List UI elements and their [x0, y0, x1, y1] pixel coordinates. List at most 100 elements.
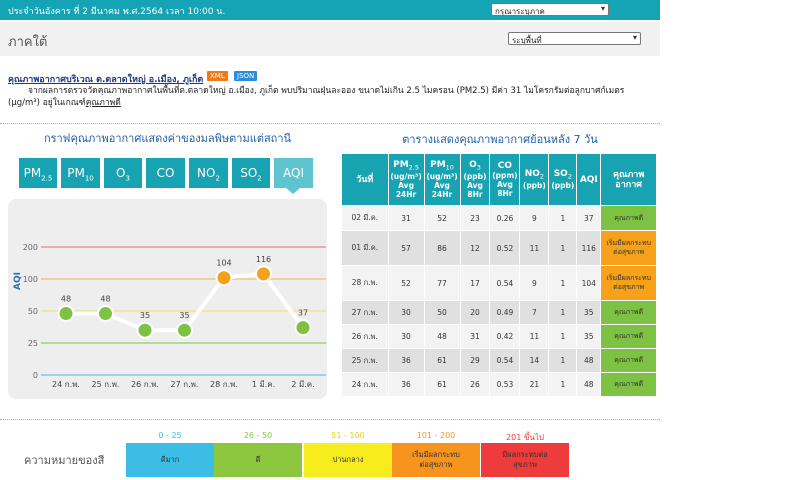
cell-pm25: 36: [387, 372, 425, 397]
cell-pm25: 31: [387, 205, 425, 231]
tab-subscript: 3: [125, 174, 130, 183]
cell-pm25: 52: [387, 265, 425, 301]
x-tick-label: 28 ก.พ.: [210, 380, 238, 389]
x-tick-label: 1 มี.ค.: [252, 380, 275, 389]
x-tick-label: 26 ก.พ.: [131, 380, 159, 389]
cell-date: 01 มี.ค.: [341, 230, 389, 266]
table-body: 02 มี.ค. 31 52 23 0.26 9 1 37 คุณภาพดี 01 มี.ค. 57…: [341, 205, 657, 397]
y-tick-label: 100: [23, 275, 38, 284]
data-label: 48: [61, 295, 71, 304]
legend-text: มีผลกระทบต่อสุขภาพ: [502, 450, 548, 469]
y-axis-label: AQI: [13, 272, 23, 290]
cell-quality: คุณภาพดี: [600, 324, 657, 349]
data-label: 37: [298, 309, 308, 318]
intro-paragraph: จากผลการตรวจวัดคุณภาพอากาศในพื้นที่ต.ตลา…: [8, 85, 648, 109]
chart-background: [8, 199, 327, 399]
cell-aqi: 116: [576, 230, 602, 266]
area-select[interactable]: ระบุพื้นที่ ▾: [508, 32, 641, 45]
data-point: [57, 305, 75, 323]
tab-label: CO: [156, 166, 175, 180]
xml-badge[interactable]: XML: [207, 71, 228, 81]
col-date: วันที่: [341, 153, 389, 206]
tab-subscript: 10: [84, 174, 94, 183]
cell-pm10: 50: [423, 300, 461, 325]
tab-label: PM: [23, 166, 42, 180]
tab-subscript: 2.5: [41, 174, 53, 183]
cell-pm10: 48: [423, 324, 461, 349]
tab-pm25[interactable]: PM2.5: [19, 158, 57, 188]
cell-pm10: 86: [423, 230, 461, 266]
cell-aqi: 48: [576, 348, 602, 373]
y-tick-label: 0: [33, 371, 38, 380]
cell-date: 02 มี.ค.: [341, 205, 389, 231]
col-quality: คุณภาพอากาศ: [600, 153, 657, 206]
legend-swatch: ดี: [214, 443, 302, 477]
cell-date: 25 ก.พ.: [341, 348, 389, 373]
cell-co: 0.53: [489, 372, 521, 397]
station-title-link[interactable]: คุณภาพอากาศบริเวณ ต.ตลาดใหญ่ อ.เมือง, ภู…: [8, 75, 204, 85]
y-tick-label: 200: [23, 243, 38, 252]
tab-pm10[interactable]: PM10: [61, 158, 100, 188]
data-point: [176, 321, 193, 339]
cell-quality: เริ่มมีผลกระทบต่อสุขภาพ: [600, 265, 657, 301]
tab-aqi[interactable]: AQI: [274, 158, 313, 188]
cell-co: 0.52: [489, 230, 521, 266]
area-select-value: ระบุพื้นที่: [512, 36, 542, 45]
legend-text: ปานกลาง: [332, 455, 364, 464]
tab-subscript: 2: [215, 174, 220, 183]
aqi-line-chart: 0 25 50 100 200 AQI 48 24 ก.พ. 48 25 ก.พ. 35 26 ก.พ…: [13, 243, 326, 389]
cell-no2: 9: [519, 265, 550, 301]
cell-no2: 11: [519, 230, 550, 266]
tab-no2[interactable]: NO2: [189, 158, 228, 188]
tab-label: SO: [240, 166, 258, 180]
cell-o3: 31: [459, 324, 491, 349]
active-tab-caret: [286, 188, 300, 194]
tab-label: PM: [67, 166, 85, 180]
tab-label: O: [116, 166, 126, 180]
intro-text: จากผลการตรวจวัดคุณภาพอากาศในพื้นที่ต.ตลา…: [8, 86, 625, 108]
region-name: ภาคใต้: [8, 35, 48, 50]
legend-text: เริ่มมีผลกระทบต่อสุขภาพ: [412, 450, 460, 469]
cell-quality: คุณภาพดี: [600, 300, 657, 325]
tab-so2[interactable]: SO2: [232, 158, 270, 188]
data-point: [215, 269, 233, 287]
divider: [0, 419, 660, 420]
cell-so2: 1: [548, 324, 578, 349]
intro-level: คุณภาพดี: [85, 98, 121, 108]
table-row: 02 มี.ค. 31 52 23 0.26 9 1 37 คุณภาพดี: [341, 205, 657, 231]
cell-no2: 14: [519, 348, 550, 373]
cell-o3: 12: [459, 230, 491, 266]
region-select[interactable]: กรุณาระบุภาค ▾: [491, 3, 609, 16]
cell-o3: 20: [459, 300, 491, 325]
table-row: 28 ก.พ. 52 77 17 0.54 9 1 104 เริ่มมีผลกระทบต่อส…: [341, 265, 657, 301]
tab-label: AQI: [283, 166, 304, 180]
x-tick-label: 24 ก.พ.: [52, 380, 80, 389]
cell-quality: คุณภาพดี: [600, 372, 657, 397]
cell-no2: 11: [519, 324, 550, 349]
json-badge[interactable]: JSON: [234, 71, 258, 81]
col-aqi: AQI: [576, 153, 602, 206]
cell-so2: 1: [548, 372, 578, 397]
table-title: ตารางแสดงคุณภาพอากาศย้อนหลัง 7 วัน: [402, 133, 598, 146]
y-tick-label: 25: [28, 339, 38, 348]
table-row: 01 มี.ค. 57 86 12 0.52 11 1 116 เริ่มมีผลกระทบต่…: [341, 230, 657, 266]
data-point: [294, 319, 312, 337]
data-point: [136, 321, 154, 339]
tab-o3[interactable]: O3: [104, 158, 142, 188]
chart-title: กราฟคุณภาพอากาศแสดงค่าของมลพิษตามแต่สถาน…: [43, 132, 292, 145]
cell-aqi: 35: [576, 300, 602, 325]
cell-aqi: 37: [576, 205, 602, 231]
x-tick-label: 2 มี.ค.: [291, 380, 314, 389]
tab-co[interactable]: CO: [146, 158, 185, 188]
cell-date: 28 ก.พ.: [341, 265, 389, 301]
report-date: ประจำวันอังคาร ที่ 2 มีนาคม พ.ศ.2564 เวล…: [8, 7, 226, 17]
cell-quality: คุณภาพดี: [600, 205, 657, 231]
legend-label: ความหมายของสี: [24, 454, 105, 467]
x-tick-label: 25 ก.พ.: [92, 380, 120, 389]
cell-pm10: 52: [423, 205, 461, 231]
data-label: 35: [179, 311, 189, 320]
cell-aqi: 35: [576, 324, 602, 349]
cell-aqi: 104: [576, 265, 602, 301]
cell-so2: 1: [548, 265, 578, 301]
